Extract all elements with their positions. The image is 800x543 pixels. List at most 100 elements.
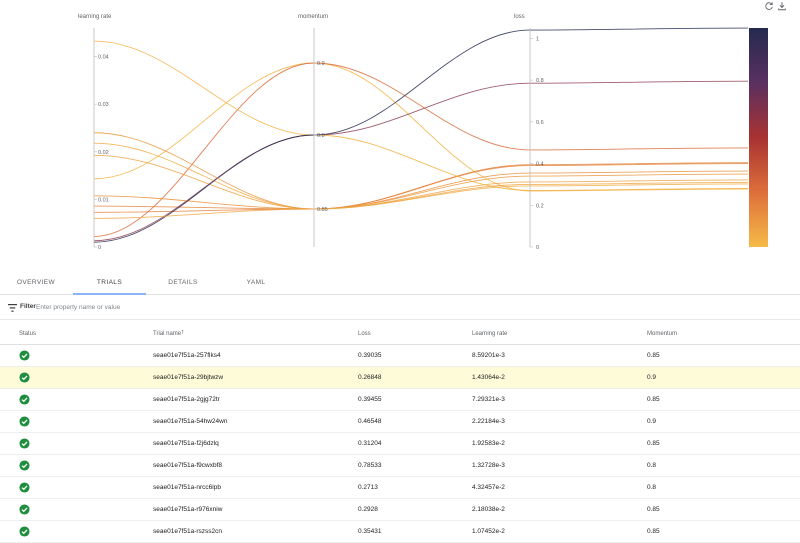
- check-circle-icon: [19, 372, 30, 383]
- tick-label: 0.8: [317, 133, 325, 139]
- trial-name-cell[interactable]: seae01e7f51a-29bjtwzw: [153, 374, 224, 381]
- learning-rate-cell: 1.92583e-2: [472, 440, 505, 447]
- table-row[interactable]: seae01e7f51a-nrcc6lpb 0.2713 4.32457e-2 0.8: [0, 477, 800, 499]
- series-line[interactable]: [93, 80, 749, 242]
- header-learning-rate[interactable]: Learning rate: [472, 331, 508, 337]
- tab-overview[interactable]: OVERVIEW: [16, 279, 56, 286]
- tick-label: 0.9: [317, 61, 325, 67]
- axis-title: momentum: [298, 14, 328, 20]
- learning-rate-cell: 1.43064e-2: [472, 374, 505, 381]
- tab-details[interactable]: DETAILS: [168, 279, 198, 286]
- tick-label: 0.8: [536, 78, 544, 84]
- momentum-cell: 0.85: [647, 506, 660, 513]
- header-status[interactable]: Status: [19, 331, 37, 337]
- learning-rate-cell: 2.18038e-2: [472, 506, 505, 513]
- tab-yaml[interactable]: YAML: [246, 279, 266, 286]
- check-circle-icon: [19, 482, 30, 493]
- momentum-cell: 0.9: [647, 418, 657, 425]
- tick-label: 0: [536, 245, 539, 251]
- tick-label: 1: [536, 36, 539, 42]
- tick-label: 0: [98, 245, 101, 251]
- loss-cell: 0.31204: [358, 440, 382, 447]
- table-row[interactable]: seae01e7f51a-f2j6dzlq 0.31204 1.92583e-2 0.…: [0, 433, 800, 455]
- trial-name-cell[interactable]: seae01e7f51a-rszss2cn: [153, 528, 223, 535]
- loss-cell: 0.46548: [358, 418, 382, 425]
- table-row[interactable]: seae01e7f51a-257flks4 0.39035 8.59201e-3 0.…: [0, 345, 800, 367]
- tab-trials[interactable]: TRIALS: [73, 272, 146, 295]
- series-line[interactable]: [93, 27, 749, 243]
- check-circle-icon: [19, 438, 30, 449]
- momentum-cell: 0.85: [647, 396, 660, 403]
- header-loss[interactable]: Loss: [358, 331, 371, 337]
- trial-name-cell[interactable]: seae01e7f51a-f2j6dzlq: [153, 440, 219, 447]
- table-row[interactable]: seae01e7f51a-f9cwxbf8 0.78533 1.32728e-3 0.…: [0, 455, 800, 477]
- filter-icon[interactable]: [8, 304, 17, 312]
- check-circle-icon: [19, 394, 30, 405]
- trial-name-cell[interactable]: seae01e7f51a-54hw24wn: [153, 418, 228, 425]
- table-header: Status Trial name ↑ Loss Learning rate M…: [0, 323, 800, 345]
- momentum-cell: 0.85: [647, 528, 660, 535]
- loss-cell: 0.39035: [358, 352, 382, 359]
- table-row[interactable]: seae01e7f51a-29bjtwzw 0.26848 1.43064e-2 0.…: [0, 367, 800, 389]
- check-circle-icon: [19, 416, 30, 427]
- learning-rate-cell: 8.59201e-3: [472, 352, 505, 359]
- momentum-cell: 0.85: [647, 352, 660, 359]
- learning-rate-cell: 1.32728e-3: [472, 462, 505, 469]
- tick-label: 0.01: [98, 197, 109, 203]
- series-line[interactable]: [93, 62, 749, 237]
- table-row[interactable]: seae01e7f51a-2gjg72tr 0.39455 7.29321e-3 0.…: [0, 389, 800, 411]
- tick-label: 0.4: [536, 162, 544, 168]
- series-line[interactable]: [93, 132, 749, 210]
- check-circle-icon: [19, 460, 30, 471]
- series-line[interactable]: [93, 62, 749, 192]
- tick-label: 0.2: [536, 203, 544, 209]
- colorbar: [749, 28, 768, 247]
- filter-label: Filter: [20, 303, 36, 310]
- tick-label: 0.02: [98, 150, 109, 156]
- series-line[interactable]: [93, 154, 749, 210]
- trial-name-cell[interactable]: seae01e7f51a-f9cwxbf8: [153, 462, 223, 469]
- table-row[interactable]: seae01e7f51a-rszss2cn 0.35431 1.07452e-2 0.…: [0, 521, 800, 543]
- axis-title: loss: [514, 14, 525, 20]
- trial-name-cell[interactable]: seae01e7f51a-2gjg72tr: [153, 396, 220, 403]
- series-line[interactable]: [93, 170, 749, 210]
- refresh-icon[interactable]: [764, 1, 774, 11]
- download-icon[interactable]: [777, 1, 787, 11]
- series-line[interactable]: [93, 181, 749, 219]
- tick-label: 0.03: [98, 102, 109, 108]
- check-circle-icon: [19, 526, 30, 537]
- filter-input[interactable]: [36, 301, 336, 314]
- learning-rate-cell: 7.29321e-3: [472, 396, 505, 403]
- momentum-cell: 0.8: [647, 484, 657, 491]
- sort-ascending-icon[interactable]: ↑: [181, 329, 185, 336]
- momentum-cell: 0.8: [647, 462, 657, 469]
- loss-cell: 0.35431: [358, 528, 382, 535]
- trial-name-cell[interactable]: seae01e7f51a-r976xniw: [153, 506, 223, 513]
- parallel-coordinates-chart: learning rate momentum loss 0 0.01 0.02 0.03 0.…: [0, 0, 800, 268]
- trials-table: Status Trial name ↑ Loss Learning rate M…: [0, 323, 800, 543]
- trial-name-cell[interactable]: seae01e7f51a-257flks4: [153, 352, 221, 359]
- learning-rate-cell: 2.22184e-3: [472, 418, 505, 425]
- filter-bar: Filter: [0, 296, 800, 320]
- tab-bar: OVERVIEW TRIALS DETAILS YAML: [0, 272, 800, 295]
- loss-cell: 0.78533: [358, 462, 382, 469]
- loss-cell: 0.2928: [358, 506, 378, 513]
- table-row[interactable]: seae01e7f51a-r976xniw 0.2928 2.18038e-2 0.8…: [0, 499, 800, 521]
- loss-cell: 0.26848: [358, 374, 382, 381]
- series-line[interactable]: [93, 162, 749, 213]
- axis-title: learning rate: [78, 14, 112, 20]
- series-line[interactable]: [93, 40, 749, 191]
- header-momentum[interactable]: Momentum: [647, 331, 678, 337]
- learning-rate-cell: 4.32457e-2: [472, 484, 505, 491]
- momentum-cell: 0.9: [647, 374, 657, 381]
- check-circle-icon: [19, 504, 30, 515]
- check-circle-icon: [19, 350, 30, 361]
- loss-cell: 0.39455: [358, 396, 382, 403]
- momentum-cell: 0.85: [647, 440, 660, 447]
- trial-name-cell[interactable]: seae01e7f51a-nrcc6lpb: [153, 484, 221, 491]
- table-row[interactable]: seae01e7f51a-54hw24wn 0.46548 2.22184e-3 0.…: [0, 411, 800, 433]
- series-line[interactable]: [93, 142, 749, 210]
- learning-rate-cell: 1.07452e-2: [472, 528, 505, 535]
- header-trial-name[interactable]: Trial name: [153, 331, 182, 337]
- tick-label: 0.85: [317, 207, 328, 213]
